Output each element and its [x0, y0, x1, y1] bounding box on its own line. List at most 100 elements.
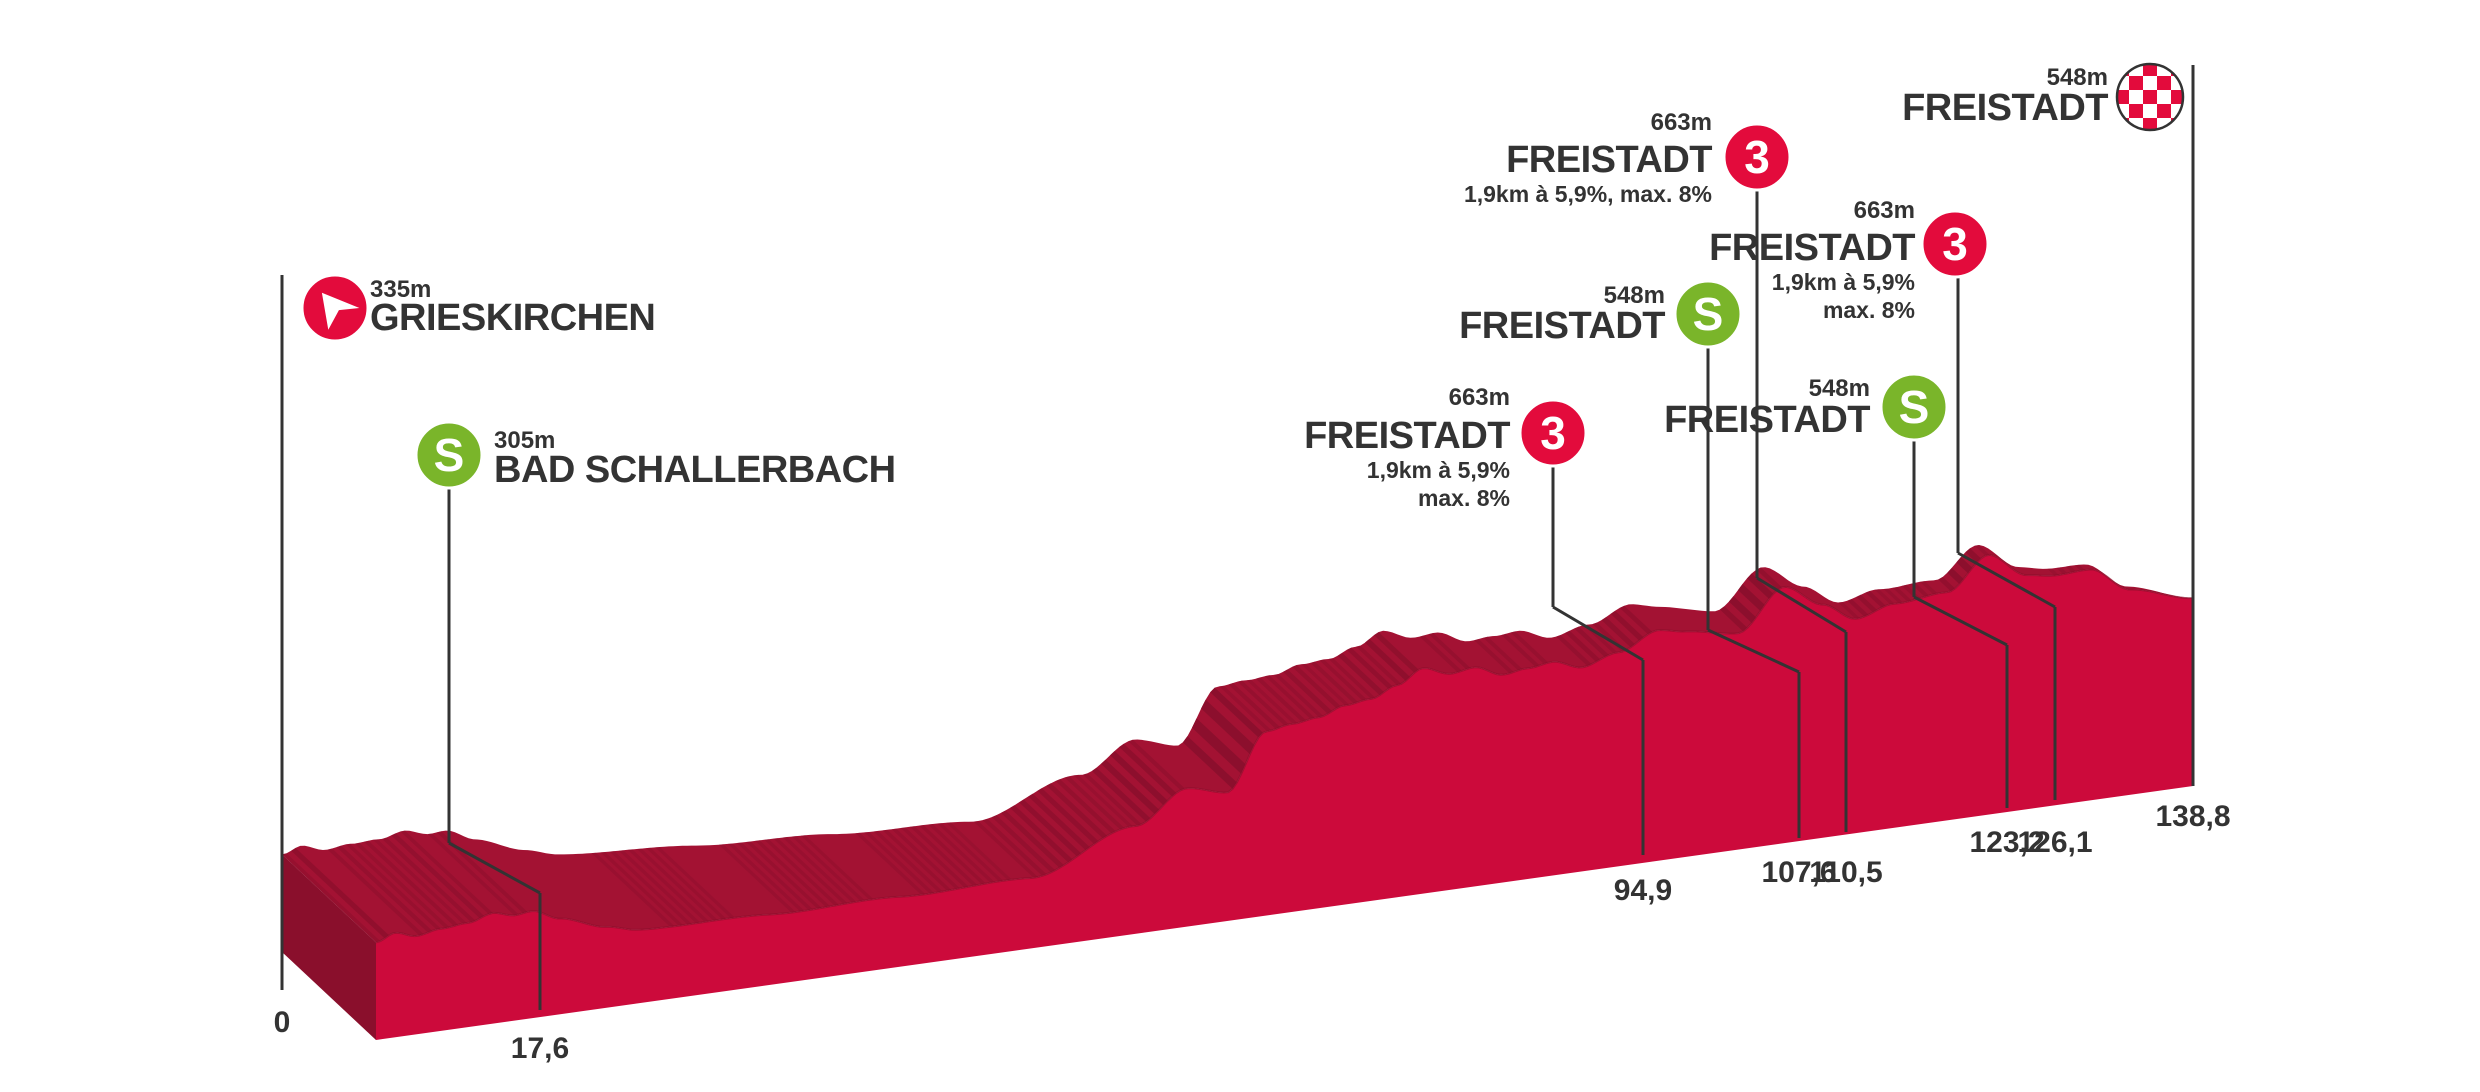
sprint-icon: S	[414, 420, 484, 490]
profile-shade-strip	[1865, 590, 1886, 608]
marker-ridge-line-5	[448, 841, 541, 895]
point-name-5: FREISTADT	[1664, 399, 1870, 441]
profile-shade-strip	[1938, 576, 1956, 592]
profile-shade-strip	[1419, 635, 1462, 673]
profile-shade-strip	[737, 842, 813, 911]
profile-shade-strip	[1210, 687, 1263, 738]
svg-text:S: S	[1899, 381, 1930, 433]
marker-ridge-line-1	[1707, 628, 1800, 674]
profile-shade-strip	[1355, 645, 1402, 686]
point-name-7: FREISTADT	[1902, 87, 2108, 129]
point-altitude-6: 663m	[1854, 197, 1915, 224]
profile-shade-strip	[800, 835, 874, 900]
distance-tick-label-5: 123,2	[1969, 826, 2044, 859]
svg-text:S: S	[1693, 288, 1724, 340]
point-climb-info-2-1: max. 8%	[1418, 485, 1510, 511]
point-name-1: BAD SCHALLERBACH	[494, 449, 896, 491]
profile-shade-strip	[764, 839, 839, 906]
profile-shade-strip	[291, 847, 389, 939]
profile-shade-strip	[1000, 810, 1064, 868]
profile-shade-strip	[1110, 750, 1168, 806]
profile-shade-strip	[937, 823, 1004, 882]
marker-ridge-line-3	[1913, 595, 2008, 647]
svg-text:3: 3	[1540, 407, 1566, 459]
profile-shade-strip	[1046, 783, 1108, 839]
profile-shade-strip	[1182, 736, 1237, 789]
profile-shade-strip	[391, 833, 485, 919]
point-name-4: FREISTADT	[1506, 139, 1712, 181]
profile-front-face	[376, 554, 2193, 1040]
point-altitude-4: 663m	[1651, 109, 1712, 136]
marker-ridge-line-2	[1756, 576, 1847, 634]
profile-shade-strip	[1847, 598, 1869, 617]
profile-shade-strip	[1219, 685, 1272, 732]
profile-shade-strip	[400, 830, 493, 915]
profile-shade-strip	[773, 838, 848, 905]
profile-shade-strip	[382, 837, 476, 923]
kom-cat3-icon: 3	[1920, 209, 1990, 279]
profile-top-surface	[282, 545, 2193, 943]
profile-shade-strip	[1091, 767, 1151, 822]
profile-left-face	[282, 854, 376, 1040]
distance-tick-label-6: 126,1	[2017, 826, 2092, 859]
profile-shade-strip	[1474, 639, 1514, 674]
profile-shade-strip	[1892, 586, 1912, 602]
profile-shade-strip	[928, 823, 995, 883]
profile-shade-strip	[1201, 699, 1255, 755]
profile-shade-strip	[354, 842, 450, 929]
point-climb-info-6-1: max. 8%	[1823, 297, 1915, 323]
profile-shade-strip	[982, 818, 1047, 876]
profile-shade-strip	[1574, 626, 1609, 657]
profile-shade-strip	[609, 851, 692, 925]
profile-shade-strip	[2074, 564, 2085, 571]
point-altitude-5: 548m	[1809, 375, 1870, 402]
point-name-0: GRIESKIRCHEN	[370, 297, 655, 339]
distance-tick-label-4: 110,5	[1809, 856, 1882, 889]
profile-shade-strip	[946, 822, 1012, 881]
point-climb-info-2-0: 1,9km à 5,9%	[1367, 457, 1510, 483]
point-altitude-1: 305m	[494, 427, 555, 454]
profile-shade-strip	[882, 829, 952, 891]
profile-shade-strip	[1728, 596, 1757, 623]
profile-shade-strip	[2065, 565, 2077, 573]
profile-shade-strip	[1264, 675, 1315, 719]
profile-shade-strip	[1510, 631, 1549, 664]
distance-tick-label-3: 107,6	[1761, 856, 1836, 889]
distance-tick-label-2: 94,9	[1614, 874, 1672, 907]
profile-shade-strip	[755, 840, 831, 908]
profile-shade-strip	[327, 848, 424, 936]
profile-shade-strip	[2056, 567, 2068, 575]
profile-shade-strip	[1974, 545, 1990, 556]
profile-shade-strip	[436, 831, 528, 914]
profile-shade-strip	[1328, 658, 1376, 699]
profile-shade-strip	[1055, 779, 1116, 834]
profile-shade-strip	[891, 828, 961, 890]
profile-shade-strip	[991, 815, 1056, 873]
profile-body	[280, 65, 2195, 1040]
profile-shade-strip	[636, 848, 718, 921]
profile-shade-strip	[646, 847, 727, 920]
profile-shade-strip	[1283, 669, 1333, 714]
profile-markers: S 3 S 3 S 3	[300, 62, 2185, 895]
profile-shade-strip	[1019, 799, 1082, 857]
profile-shade-strip	[618, 850, 701, 924]
profile-shade-strip	[1374, 632, 1419, 673]
point-altitude-0: 335m	[370, 276, 431, 303]
profile-shade-strip	[1583, 624, 1618, 654]
profile-shade-strip	[282, 853, 381, 943]
profile-shade-strip	[655, 847, 736, 919]
marker-ridge-line-4	[1957, 551, 2056, 609]
profile-shade-strip	[1738, 584, 1765, 612]
profile-shade-strip	[791, 836, 865, 902]
profile-shade-strip	[1337, 652, 1385, 696]
profile-shade-strip	[1901, 584, 1921, 600]
profile-shade-strip	[782, 837, 857, 903]
kom-cat3-icon: 3	[1722, 122, 1792, 192]
profile-shade-strip	[1565, 630, 1601, 662]
profile-shade-strip	[1965, 548, 1982, 563]
profile-shade-strip	[727, 843, 805, 912]
profile-shade-strip	[627, 849, 710, 922]
profile-shade-strip	[2047, 568, 2059, 576]
